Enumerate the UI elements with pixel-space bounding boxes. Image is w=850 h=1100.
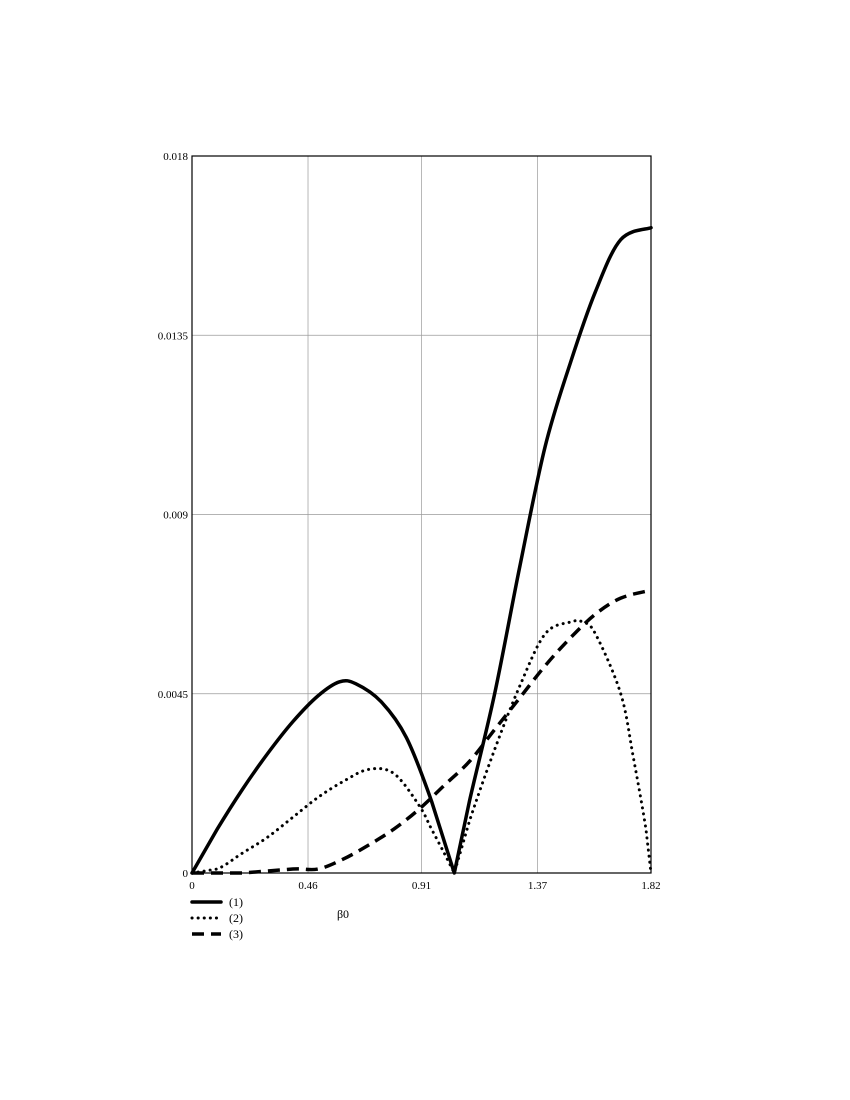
y-tick-label: 0.0045 [158,689,189,701]
x-axis-label: β0 [337,907,349,921]
legend-label-2: (2) [229,911,243,925]
plot-frame [191,155,652,874]
x-tick-label: 1.82 [641,880,660,892]
y-tick-label: 0.0135 [158,330,189,342]
x-tick-label: 0 [189,880,195,892]
series-layer [190,225,653,875]
x-tick-label: 0.46 [298,880,318,892]
y-tick-label: 0.018 [163,151,188,163]
grid-lines [192,156,651,873]
y-tick-label: 0 [183,868,189,880]
x-tick-label: 1.37 [528,880,548,892]
y-tick-label: 0.009 [163,510,188,522]
legend-label-1: (1) [229,895,243,909]
legend: (1) (2) (3) [190,895,243,941]
tick-labels: 0 0.46 0.91 1.37 1.82 0 0.0045 0.009 0.0135 0.018 [158,151,661,892]
x-tick-label: 0.91 [412,880,431,892]
legend-label-3: (3) [229,927,243,941]
series-line-2 [190,619,653,875]
series-line-1 [190,225,653,875]
series-line-3 [192,588,652,875]
